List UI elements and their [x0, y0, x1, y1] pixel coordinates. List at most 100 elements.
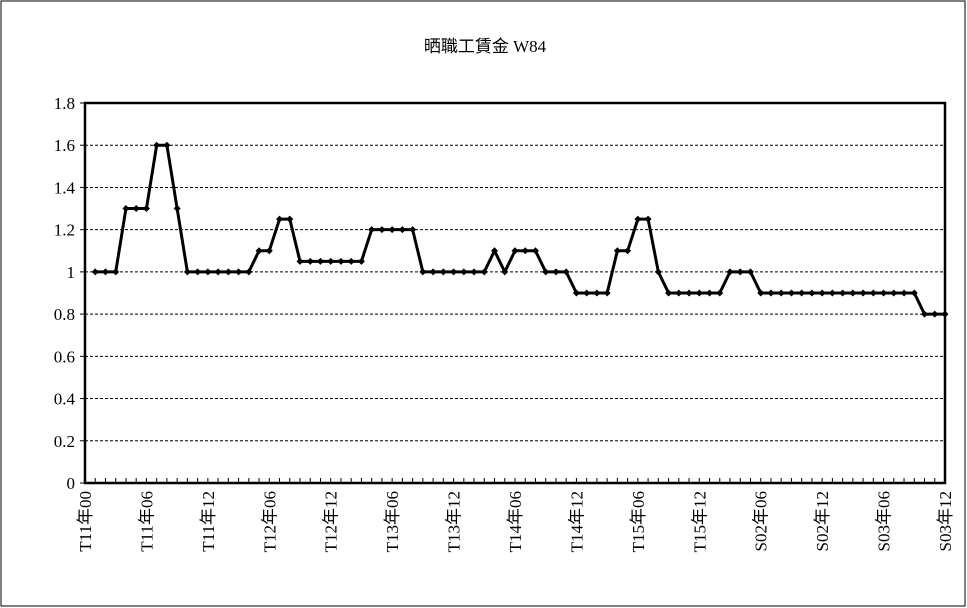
- marker: [644, 215, 652, 223]
- marker: [654, 268, 662, 276]
- x-tick-label: T11年06: [137, 491, 156, 552]
- y-tick-label: 0.2: [54, 432, 75, 451]
- marker: [265, 247, 273, 255]
- marker: [122, 205, 130, 213]
- marker: [665, 289, 673, 297]
- marker: [286, 215, 294, 223]
- x-tick-label: T12年12: [322, 491, 341, 552]
- x-tick-label: T13年06: [383, 491, 402, 552]
- y-tick-label: 0.8: [54, 305, 75, 324]
- marker: [357, 257, 365, 265]
- marker: [204, 268, 212, 276]
- marker: [347, 257, 355, 265]
- marker: [276, 215, 284, 223]
- x-tick-label: S03年12: [936, 491, 955, 551]
- marker: [931, 310, 939, 318]
- marker: [787, 289, 795, 297]
- marker: [194, 268, 202, 276]
- marker: [808, 289, 816, 297]
- marker: [491, 247, 499, 255]
- marker: [849, 289, 857, 297]
- marker: [153, 141, 161, 149]
- marker: [173, 205, 181, 213]
- marker: [706, 289, 714, 297]
- marker: [398, 226, 406, 234]
- marker: [214, 268, 222, 276]
- marker: [828, 289, 836, 297]
- marker: [501, 268, 509, 276]
- marker: [439, 268, 447, 276]
- marker: [624, 247, 632, 255]
- marker: [306, 257, 314, 265]
- marker: [368, 226, 376, 234]
- y-tick-label: 1.2: [54, 221, 75, 240]
- x-tick-label: T14年12: [567, 491, 586, 552]
- marker: [572, 289, 580, 297]
- y-tick-label: 1.6: [54, 136, 75, 155]
- x-tick-label: T15年12: [690, 491, 709, 552]
- marker: [183, 268, 191, 276]
- marker: [552, 268, 560, 276]
- marker: [480, 268, 488, 276]
- marker: [685, 289, 693, 297]
- marker: [327, 257, 335, 265]
- y-tick-label: 1: [67, 263, 76, 282]
- chart-title: 晒職工賃金 W84: [424, 37, 547, 56]
- marker: [921, 310, 929, 318]
- marker: [388, 226, 396, 234]
- marker: [818, 289, 826, 297]
- marker: [224, 268, 232, 276]
- x-tick-label: T11年12: [199, 491, 218, 552]
- marker: [470, 268, 478, 276]
- y-tick-label: 0.4: [54, 390, 76, 409]
- x-tick-label: S03年06: [875, 491, 894, 551]
- marker: [839, 289, 847, 297]
- marker: [378, 226, 386, 234]
- marker: [716, 289, 724, 297]
- marker: [798, 289, 806, 297]
- marker: [419, 268, 427, 276]
- marker: [675, 289, 683, 297]
- marker: [910, 289, 918, 297]
- x-tick-label: T12年06: [260, 491, 279, 552]
- marker: [511, 247, 519, 255]
- marker: [634, 215, 642, 223]
- x-tick-label: S02年12: [813, 491, 832, 551]
- marker: [859, 289, 867, 297]
- marker: [91, 268, 99, 276]
- marker: [460, 268, 468, 276]
- marker: [593, 289, 601, 297]
- marker: [255, 247, 263, 255]
- marker: [429, 268, 437, 276]
- x-tick-label: T11年00: [76, 491, 95, 552]
- marker: [583, 289, 591, 297]
- marker: [163, 141, 171, 149]
- y-tick-label: 1.8: [54, 94, 75, 113]
- x-tick-label: T14年06: [506, 491, 525, 552]
- marker: [542, 268, 550, 276]
- marker: [613, 247, 621, 255]
- y-tick-label: 1.4: [54, 178, 76, 197]
- marker: [603, 289, 611, 297]
- x-tick-label: T15年06: [629, 491, 648, 552]
- marker: [900, 289, 908, 297]
- marker: [531, 247, 539, 255]
- marker: [941, 310, 949, 318]
- marker: [132, 205, 140, 213]
- marker: [736, 268, 744, 276]
- marker: [726, 268, 734, 276]
- marker: [757, 289, 765, 297]
- x-tick-label: S02年06: [752, 491, 771, 551]
- marker: [112, 268, 120, 276]
- marker: [245, 268, 253, 276]
- marker: [409, 226, 417, 234]
- marker: [562, 268, 570, 276]
- marker: [235, 268, 243, 276]
- marker: [869, 289, 877, 297]
- marker: [777, 289, 785, 297]
- marker: [880, 289, 888, 297]
- marker: [316, 257, 324, 265]
- marker: [746, 268, 754, 276]
- marker: [142, 205, 150, 213]
